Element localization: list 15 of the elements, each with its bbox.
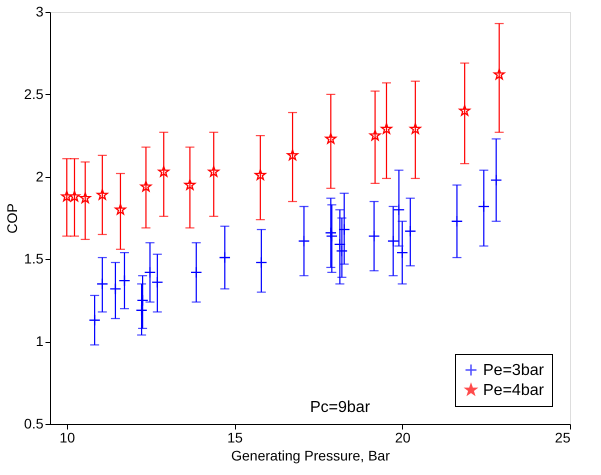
y-axis-title: COP: [4, 203, 20, 234]
x-tick-label: 15: [227, 430, 244, 446]
y-tick-label: 1.5: [24, 250, 44, 267]
y-tick-label: 1: [36, 333, 44, 350]
y-tick-label: 2: [36, 168, 44, 184]
x-tick-label: 10: [59, 430, 76, 446]
x-tick-label: 25: [554, 430, 571, 446]
legend-label: Pe=3bar: [483, 362, 545, 379]
x-tick-label: 20: [394, 430, 411, 446]
y-tick-label: 2.5: [24, 86, 44, 102]
legend-label: Pe=4bar: [483, 382, 545, 399]
annotation: Pc=9bar: [310, 399, 371, 416]
y-tick-label: 0.5: [24, 416, 44, 432]
x-axis-title: Generating Pressure, Bar: [231, 448, 390, 464]
y-tick-label: 3: [36, 4, 44, 20]
